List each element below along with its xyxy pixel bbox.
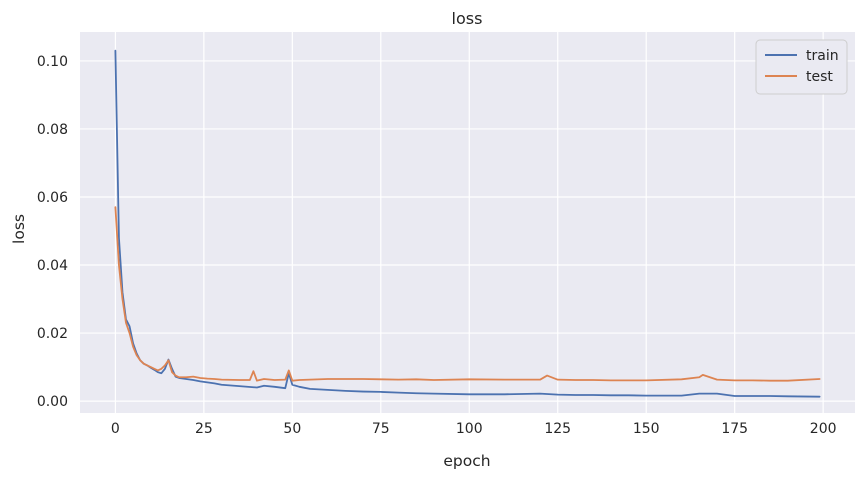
series-line-test <box>114 206 821 382</box>
y-tick-label: 0.02 <box>37 326 68 342</box>
legend-box <box>755 39 848 95</box>
x-tick-label: 150 <box>633 421 660 437</box>
x-axis-label: epoch <box>443 452 490 470</box>
x-tick-label: 175 <box>721 421 748 437</box>
legend-label-test: test <box>806 69 833 85</box>
x-tick-label: 50 <box>283 421 301 437</box>
y-tick-label: 0.06 <box>37 190 68 206</box>
y-axis-ticks: 0.00 0.02 0.04 0.06 0.08 0.10 <box>37 54 68 410</box>
chart-title: loss <box>452 9 483 28</box>
legend-label-train: train <box>806 48 839 64</box>
plot-area <box>80 32 855 413</box>
series-layer <box>114 49 821 398</box>
x-tick-label: 100 <box>456 421 483 437</box>
y-tick-label: 0.04 <box>37 258 68 274</box>
y-axis-label: loss <box>10 214 28 244</box>
x-tick-label: 125 <box>544 421 571 437</box>
legend: train test <box>755 39 848 95</box>
y-tick-label: 0.10 <box>37 54 68 70</box>
x-tick-label: 200 <box>810 421 837 437</box>
x-tick-label: 0 <box>111 421 120 437</box>
y-tick-label: 0.00 <box>37 394 68 410</box>
x-axis-ticks: 0 25 50 75 100 125 150 175 200 <box>111 421 837 437</box>
x-tick-label: 25 <box>195 421 213 437</box>
y-tick-label: 0.08 <box>37 122 68 138</box>
grid-lines <box>80 32 855 413</box>
x-tick-label: 75 <box>372 421 390 437</box>
